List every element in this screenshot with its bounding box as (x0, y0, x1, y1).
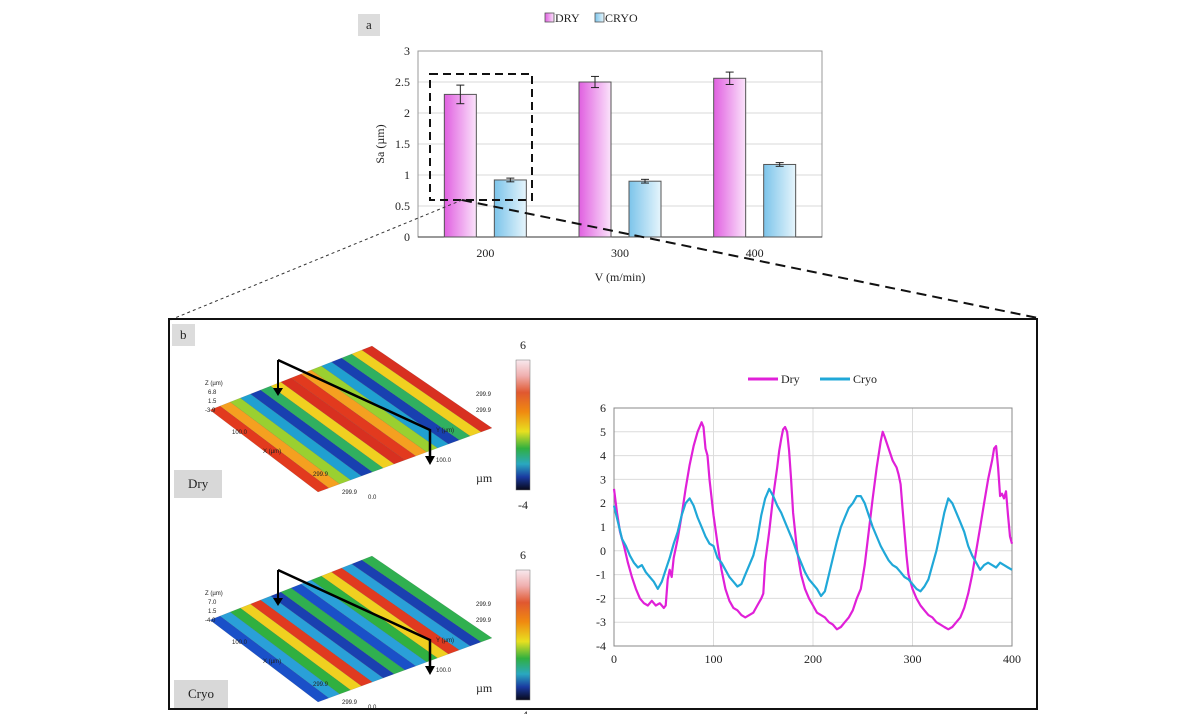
y-tick-label: 1 (404, 168, 410, 182)
panel-b-frame (168, 318, 1038, 710)
panel-a-tag: a (358, 14, 380, 36)
y-tick-label: 2 (404, 106, 410, 120)
y-tick-label: 0.5 (395, 199, 410, 213)
x-axis-label: V (m/min) (595, 270, 646, 284)
y-axis-label: Sa (µm) (373, 124, 387, 163)
panel-b-tag: b (172, 324, 195, 346)
sample-label-cryo: Cryo (174, 680, 228, 708)
bar-chart: 0 0.5 1 1.5 2 2.5 3 200 300 400 V (m/min) Sa (µm) DR… (373, 11, 823, 284)
legend-swatch-cryo (594, 12, 605, 23)
bar-cryo (763, 163, 797, 238)
sample-label-dry: Dry (174, 470, 223, 498)
x-tick-label: 400 (746, 246, 764, 260)
y-tick-label: 3 (404, 44, 410, 58)
legend-label-dry: DRY (555, 11, 580, 25)
legend-label-cryo: CRYO (605, 11, 638, 25)
bar-dry (578, 81, 612, 238)
bar-cryo (493, 179, 527, 238)
bar-cryo (628, 180, 662, 238)
x-tick-label: 300 (611, 246, 629, 260)
y-tick-label: 0 (404, 230, 410, 244)
y-tick-label: 2.5 (395, 75, 410, 89)
legend-swatch-dry (544, 12, 555, 23)
bar-dry (443, 93, 477, 238)
bar-dry (713, 77, 747, 238)
y-tick-label: 1.5 (395, 137, 410, 151)
x-tick-label: 200 (476, 246, 494, 260)
